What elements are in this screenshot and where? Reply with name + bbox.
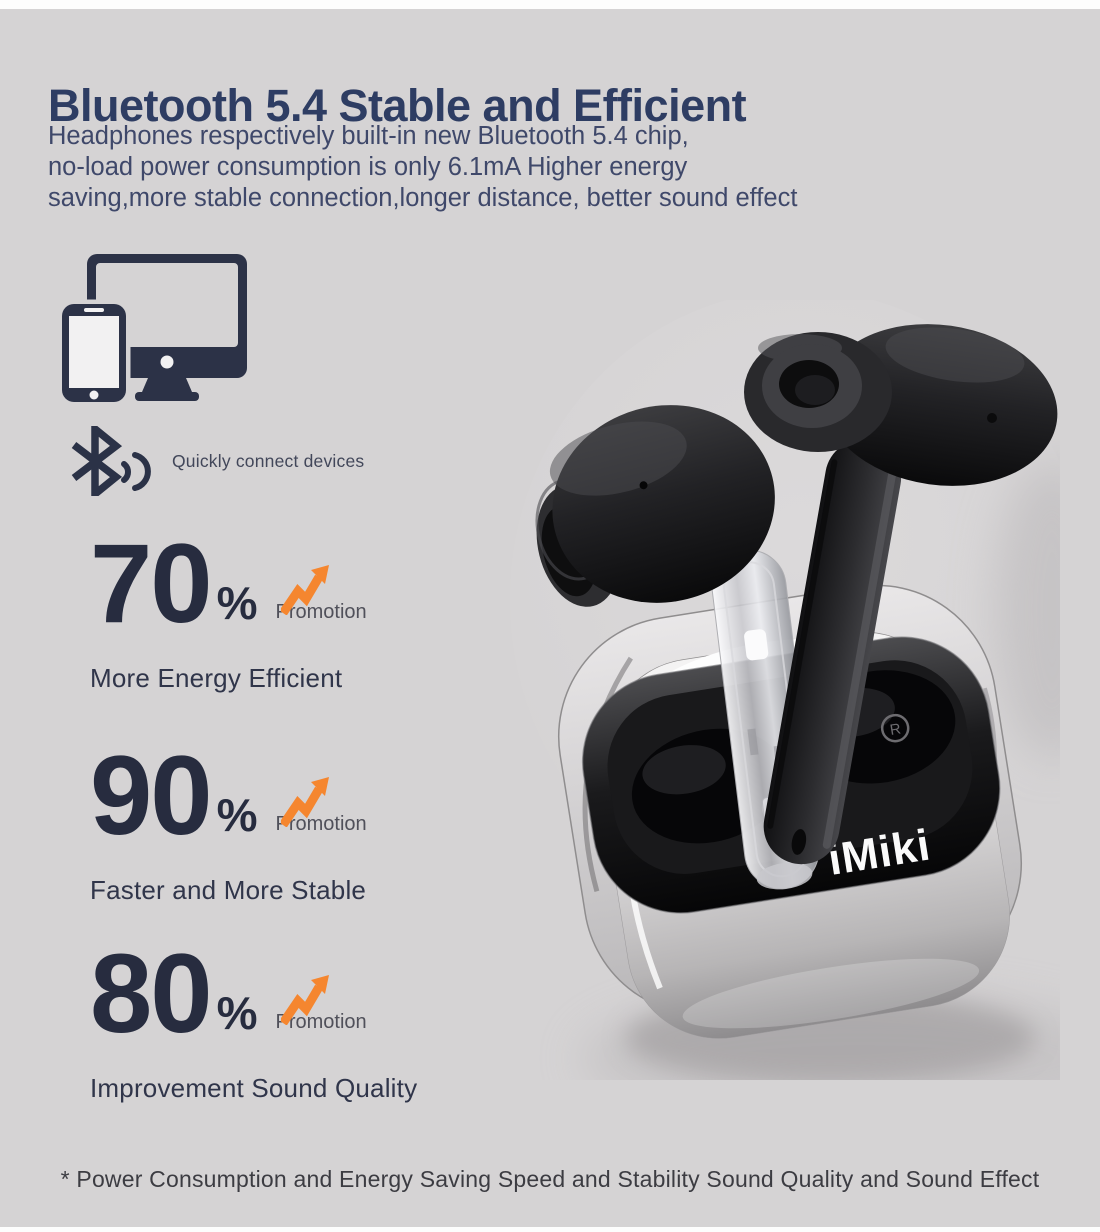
stat-unit: %	[216, 987, 258, 1039]
stat-energy: 70 % Promotion More Energy Efficient	[90, 528, 367, 694]
left-earbud	[535, 405, 775, 607]
promotion-arrow-icon	[281, 777, 330, 827]
stat-tag: Promotion	[275, 565, 367, 624]
charging-case-body: L R iMiki	[581, 636, 1010, 1039]
wall-shadow	[994, 460, 1060, 760]
bluetooth-feature: Quickly connect devices	[56, 426, 364, 496]
right-earbud	[744, 324, 1058, 865]
description-line: saving,more stable connection,longer dis…	[48, 184, 798, 212]
page-title: Bluetooth 5.4 Stable and Efficient	[48, 80, 747, 132]
bottom-white-strip	[0, 1227, 1100, 1232]
description-line: no-load power consumption is only 6.1mA …	[48, 153, 688, 181]
stat-label: More Energy Efficient	[90, 663, 343, 693]
stat-label: Improvement Sound Quality	[90, 1073, 418, 1103]
bluetooth-icon	[71, 426, 151, 496]
footnote: * Power Consumption and Energy Saving Sp…	[60, 1166, 1040, 1192]
stat-tag: Promotion	[275, 777, 367, 836]
bluetooth-caption: Quickly connect devices	[172, 450, 365, 471]
devices-icon	[60, 254, 247, 407]
svg-text:R: R	[889, 720, 903, 739]
stat-value: 90	[90, 733, 213, 858]
top-white-strip	[0, 0, 1100, 9]
stat-unit: %	[216, 577, 258, 629]
stat-value: 70	[90, 521, 213, 646]
description: Headphones respectively built-in new Blu…	[48, 121, 797, 214]
right-slot-marking: R	[880, 713, 910, 743]
stat-value: 80	[90, 931, 213, 1056]
promotion-arrow-icon	[281, 975, 330, 1025]
stat-label: Faster and More Stable	[90, 875, 367, 905]
description-line: Headphones respectively built-in new Blu…	[48, 122, 689, 150]
stat-tag: Promotion	[275, 975, 367, 1034]
stat-stability: 90 % Promotion Faster and More Stable	[90, 740, 367, 906]
earbuds-product-photo: L R iMiki	[510, 300, 1060, 1080]
stat-unit: %	[216, 789, 258, 841]
promotion-arrow-icon	[281, 565, 330, 615]
stat-sound: 80 % Promotion Improvement Sound Quality	[90, 938, 417, 1104]
